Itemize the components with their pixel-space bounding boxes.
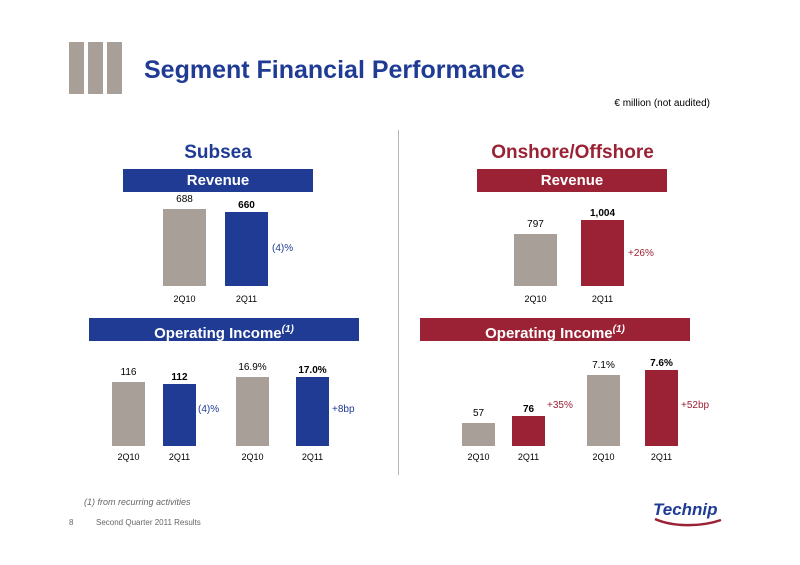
- bar-2q11: [581, 220, 624, 286]
- section-divider: [398, 130, 399, 475]
- onshore-operating-label: Operating Income: [485, 325, 613, 342]
- data-label: 1,004: [589, 208, 616, 219]
- onshore-revenue-header: Revenue: [477, 169, 667, 192]
- data-label: 17.0%: [298, 365, 327, 376]
- bar-2q10: [236, 377, 269, 446]
- change-label: (4)%: [198, 404, 220, 415]
- logo-stripe: [69, 42, 84, 94]
- bar-2q11: [512, 416, 545, 446]
- data-label: 688: [176, 194, 193, 205]
- data-label: 660: [238, 200, 255, 211]
- category-label: 2Q10: [117, 452, 140, 462]
- data-label: 7.1%: [592, 360, 615, 371]
- footnote: (1) from recurring activities: [84, 497, 191, 507]
- category-label: 2Q10: [524, 294, 547, 304]
- category-label: 2Q11: [650, 452, 673, 462]
- bar-2q11: [645, 370, 678, 446]
- change-label: +35%: [547, 400, 573, 411]
- category-label: 2Q10: [241, 452, 264, 462]
- category-label: 2Q11: [301, 452, 324, 462]
- onshore-operating-note: (1): [612, 324, 625, 335]
- category-label: 2Q10: [592, 452, 615, 462]
- data-label: 116: [120, 367, 137, 378]
- document-title: Second Quarter 2011 Results: [96, 518, 201, 527]
- data-label: 57: [472, 408, 485, 419]
- bar-2q11: [296, 377, 329, 446]
- logo-stripe: [88, 42, 103, 94]
- category-label: 2Q11: [235, 294, 258, 304]
- bar-2q11: [225, 212, 268, 286]
- logo-text: Technip: [653, 500, 718, 519]
- page-number: 8: [69, 518, 74, 527]
- bar-2q10: [462, 423, 495, 446]
- onshore-title: Onshore/Offshore: [491, 142, 654, 163]
- data-label: 797: [527, 219, 544, 230]
- subsea-title: Subsea: [184, 142, 252, 163]
- change-label: +26%: [628, 248, 654, 259]
- logo-stripe: [107, 42, 122, 94]
- unit-note: € million (not audited): [614, 98, 710, 109]
- subsea-revenue-header: Revenue: [123, 169, 313, 192]
- data-label: 16.9%: [238, 362, 267, 373]
- category-label: 2Q11: [168, 452, 191, 462]
- change-label: +52bp: [681, 400, 710, 411]
- bar-2q10: [163, 209, 206, 286]
- subsea-operating-label: Operating Income: [154, 325, 282, 342]
- subsea-operating-note: (1): [281, 324, 294, 335]
- bar-2q10: [587, 375, 620, 446]
- bar-2q10: [514, 234, 557, 286]
- page-title: Segment Financial Performance: [144, 56, 525, 84]
- bar-2q11: [163, 384, 196, 446]
- change-label: +8bp: [332, 404, 355, 415]
- category-label: 2Q10: [467, 452, 490, 462]
- category-label: 2Q10: [173, 294, 196, 304]
- technip-logo: Technip: [653, 500, 722, 527]
- subsea-operating-header: Operating Income(1): [89, 318, 359, 342]
- category-label: 2Q11: [517, 452, 540, 462]
- data-label: 76: [522, 404, 535, 415]
- data-label: 112: [171, 372, 188, 383]
- change-label: (4)%: [272, 243, 294, 254]
- data-label: 7.6%: [650, 358, 673, 369]
- category-label: 2Q11: [591, 294, 614, 304]
- bar-2q10: [112, 382, 145, 446]
- onshore-operating-header: Operating Income(1): [420, 318, 690, 342]
